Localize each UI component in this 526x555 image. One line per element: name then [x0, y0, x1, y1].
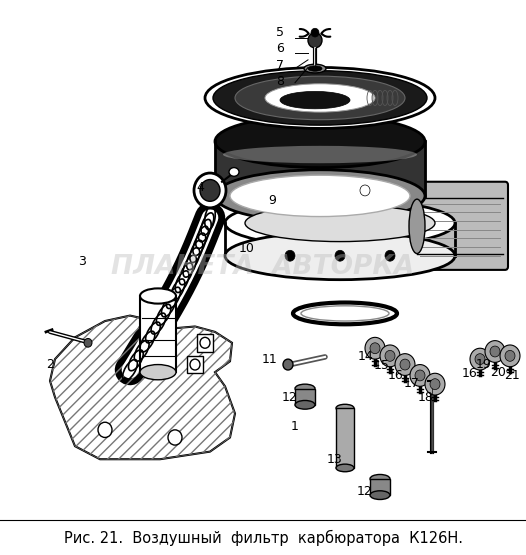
Circle shape — [470, 348, 490, 370]
Bar — [197, 334, 213, 351]
Ellipse shape — [308, 66, 322, 71]
Circle shape — [311, 28, 319, 37]
Ellipse shape — [235, 76, 405, 120]
Circle shape — [283, 359, 293, 370]
Ellipse shape — [265, 84, 375, 112]
Text: 12: 12 — [282, 391, 298, 403]
Ellipse shape — [205, 68, 435, 128]
Text: Рис. 21.  Воздушный  фильтр  карбюратора  К126Н.: Рис. 21. Воздушный фильтр карбюратора К1… — [64, 529, 462, 546]
Text: 8: 8 — [276, 75, 284, 88]
Ellipse shape — [295, 401, 315, 409]
Ellipse shape — [336, 404, 354, 412]
Circle shape — [84, 339, 92, 347]
Ellipse shape — [213, 70, 427, 125]
Circle shape — [308, 33, 322, 48]
Text: 3: 3 — [78, 255, 86, 268]
Ellipse shape — [295, 384, 315, 393]
Bar — [336, 408, 354, 468]
Circle shape — [400, 359, 410, 370]
Text: 17: 17 — [404, 376, 420, 390]
Circle shape — [500, 345, 520, 367]
Circle shape — [370, 343, 380, 354]
Circle shape — [430, 379, 440, 390]
Text: 13: 13 — [327, 453, 343, 466]
Bar — [187, 356, 203, 374]
FancyArrowPatch shape — [300, 29, 309, 33]
Ellipse shape — [304, 64, 326, 73]
Circle shape — [505, 350, 515, 361]
Text: ПЛАНЕТА  АВТОРКА: ПЛАНЕТА АВТОРКА — [112, 254, 414, 280]
Text: 4: 4 — [196, 181, 204, 194]
Circle shape — [385, 250, 395, 261]
FancyArrowPatch shape — [321, 29, 330, 33]
Text: 21: 21 — [504, 369, 520, 382]
Circle shape — [415, 370, 425, 381]
Ellipse shape — [225, 199, 455, 247]
Ellipse shape — [336, 464, 354, 472]
Text: 11: 11 — [262, 352, 278, 366]
Text: 16: 16 — [462, 367, 478, 380]
FancyArrowPatch shape — [300, 34, 308, 37]
Ellipse shape — [140, 289, 176, 304]
Text: 14: 14 — [358, 350, 374, 364]
Ellipse shape — [370, 475, 390, 483]
Ellipse shape — [229, 168, 239, 176]
Text: 18: 18 — [418, 391, 434, 403]
Circle shape — [380, 345, 400, 367]
Text: 19: 19 — [476, 358, 492, 371]
Text: 16: 16 — [388, 369, 404, 382]
Bar — [295, 388, 315, 405]
FancyBboxPatch shape — [412, 181, 508, 270]
Text: 5: 5 — [276, 26, 284, 39]
Polygon shape — [50, 316, 235, 459]
Ellipse shape — [215, 115, 425, 168]
Ellipse shape — [370, 491, 390, 500]
Bar — [370, 479, 390, 495]
Circle shape — [410, 365, 430, 386]
Circle shape — [385, 350, 395, 361]
Circle shape — [194, 173, 226, 208]
Circle shape — [490, 346, 500, 357]
Ellipse shape — [225, 232, 455, 280]
Text: 1: 1 — [291, 420, 299, 433]
Circle shape — [335, 250, 345, 261]
Text: 20: 20 — [490, 366, 506, 379]
Text: 12: 12 — [357, 486, 373, 498]
Text: 7: 7 — [276, 59, 284, 72]
Ellipse shape — [409, 199, 425, 254]
Ellipse shape — [280, 92, 350, 109]
Text: 9: 9 — [268, 194, 276, 206]
FancyArrowPatch shape — [322, 34, 330, 37]
Ellipse shape — [140, 365, 176, 380]
Ellipse shape — [230, 175, 410, 216]
Bar — [140, 296, 176, 372]
Ellipse shape — [215, 170, 425, 222]
Circle shape — [98, 422, 112, 437]
Text: 15: 15 — [374, 359, 390, 372]
Circle shape — [485, 341, 505, 362]
Circle shape — [395, 354, 415, 375]
Circle shape — [190, 359, 200, 370]
Circle shape — [285, 250, 295, 261]
Text: 2: 2 — [46, 358, 54, 371]
Circle shape — [425, 374, 445, 395]
Circle shape — [475, 354, 485, 365]
Circle shape — [360, 185, 370, 196]
Ellipse shape — [223, 146, 417, 163]
Text: 6: 6 — [276, 43, 284, 56]
Text: 10: 10 — [239, 241, 255, 255]
Ellipse shape — [245, 205, 435, 241]
Circle shape — [168, 430, 182, 445]
Circle shape — [200, 337, 210, 348]
Circle shape — [200, 180, 220, 201]
Circle shape — [365, 337, 385, 359]
